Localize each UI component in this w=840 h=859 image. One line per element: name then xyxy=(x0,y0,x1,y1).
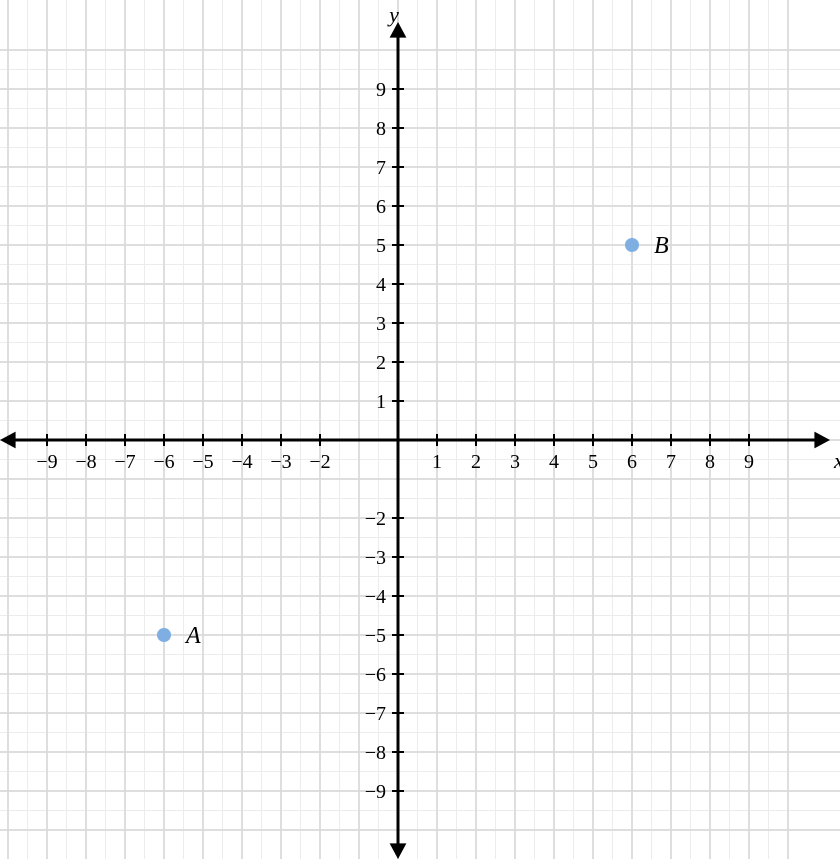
x-tick-label: −2 xyxy=(309,451,330,473)
y-tick-label: −5 xyxy=(365,625,386,647)
x-tick-label: −8 xyxy=(75,451,96,473)
x-tick-label: 7 xyxy=(666,451,676,473)
point-b xyxy=(625,238,639,252)
coordinate-plane: −9−8−7−6−5−4−3−2123456789−9−8−7−6−5−4−3−… xyxy=(0,0,840,859)
y-tick-label: 1 xyxy=(376,391,386,413)
x-tick-label: 9 xyxy=(744,451,754,473)
x-tick-label: 8 xyxy=(705,451,715,473)
x-tick-label: 1 xyxy=(432,451,442,473)
x-tick-label: 5 xyxy=(588,451,598,473)
x-axis-label: x xyxy=(833,448,840,473)
y-tick-label: −3 xyxy=(365,547,386,569)
y-tick-label: −7 xyxy=(365,703,386,725)
y-tick-label: −2 xyxy=(365,508,386,530)
y-tick-label: −9 xyxy=(365,781,386,803)
chart-svg: −9−8−7−6−5−4−3−2123456789−9−8−7−6−5−4−3−… xyxy=(0,0,840,859)
y-tick-label: −6 xyxy=(365,664,386,686)
y-tick-label: 9 xyxy=(376,79,386,101)
x-tick-label: −3 xyxy=(270,451,291,473)
point-label-a: A xyxy=(184,623,201,649)
axis-labels: xy xyxy=(387,2,840,473)
y-tick-label: −4 xyxy=(365,586,386,608)
y-tick-label: 2 xyxy=(376,352,386,374)
x-tick-label: 6 xyxy=(627,451,637,473)
y-tick-label: 6 xyxy=(376,196,386,218)
y-tick-label: 4 xyxy=(376,274,386,296)
x-tick-label: −4 xyxy=(231,451,252,473)
y-tick-label: 3 xyxy=(376,313,386,335)
x-tick-label: −7 xyxy=(114,451,135,473)
y-tick-label: 8 xyxy=(376,118,386,140)
y-tick-label: 7 xyxy=(376,157,386,179)
point-a xyxy=(157,628,171,642)
y-tick-label: −8 xyxy=(365,742,386,764)
x-tick-label: 4 xyxy=(549,451,559,473)
x-tick-label: 2 xyxy=(471,451,481,473)
point-label-b: B xyxy=(654,233,669,259)
y-axis-label: y xyxy=(387,2,399,27)
grid xyxy=(0,0,840,859)
y-tick-label: 5 xyxy=(376,235,386,257)
x-tick-label: 3 xyxy=(510,451,520,473)
x-tick-label: −9 xyxy=(36,451,57,473)
x-tick-label: −6 xyxy=(153,451,174,473)
x-tick-label: −5 xyxy=(192,451,213,473)
